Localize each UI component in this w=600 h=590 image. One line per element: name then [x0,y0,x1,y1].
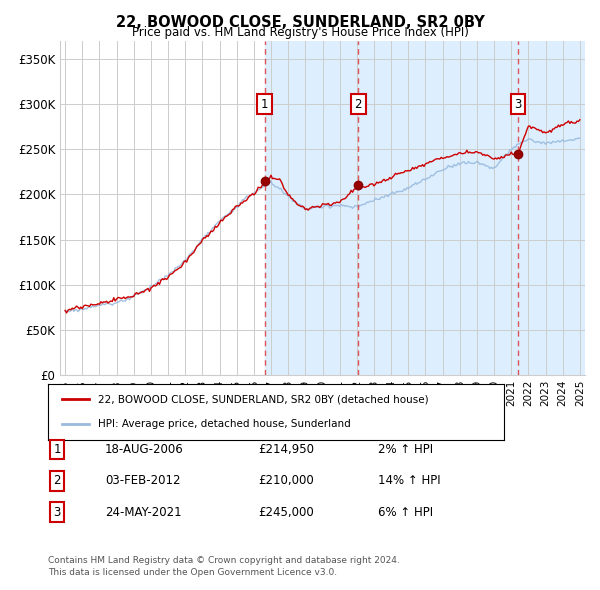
Text: 24-MAY-2021: 24-MAY-2021 [105,506,182,519]
Text: 22, BOWOOD CLOSE, SUNDERLAND, SR2 0BY (detached house): 22, BOWOOD CLOSE, SUNDERLAND, SR2 0BY (d… [98,394,429,404]
Bar [518,41,600,375]
Text: HPI: Average price, detached house, Sunderland: HPI: Average price, detached house, Sund… [98,419,351,429]
Text: This data is licensed under the Open Government Licence v3.0.: This data is licensed under the Open Gov… [48,568,337,577]
Text: 22, BOWOOD CLOSE, SUNDERLAND, SR2 0BY: 22, BOWOOD CLOSE, SUNDERLAND, SR2 0BY [116,15,484,30]
Text: 14% ↑ HPI: 14% ↑ HPI [378,474,440,487]
Bar [265,41,358,375]
Text: 2: 2 [355,98,362,111]
Text: Contains HM Land Registry data © Crown copyright and database right 2024.: Contains HM Land Registry data © Crown c… [48,556,400,565]
Text: 18-AUG-2006: 18-AUG-2006 [105,443,184,456]
Text: 2: 2 [53,474,61,487]
Text: 3: 3 [514,98,521,111]
Text: 03-FEB-2012: 03-FEB-2012 [105,474,181,487]
Text: 3: 3 [53,506,61,519]
Bar [358,41,518,375]
Text: £210,000: £210,000 [258,474,314,487]
Text: 1: 1 [53,443,61,456]
Text: £214,950: £214,950 [258,443,314,456]
Text: £245,000: £245,000 [258,506,314,519]
Text: 2% ↑ HPI: 2% ↑ HPI [378,443,433,456]
Text: 6% ↑ HPI: 6% ↑ HPI [378,506,433,519]
Text: Price paid vs. HM Land Registry's House Price Index (HPI): Price paid vs. HM Land Registry's House … [131,26,469,39]
Text: 1: 1 [261,98,268,111]
